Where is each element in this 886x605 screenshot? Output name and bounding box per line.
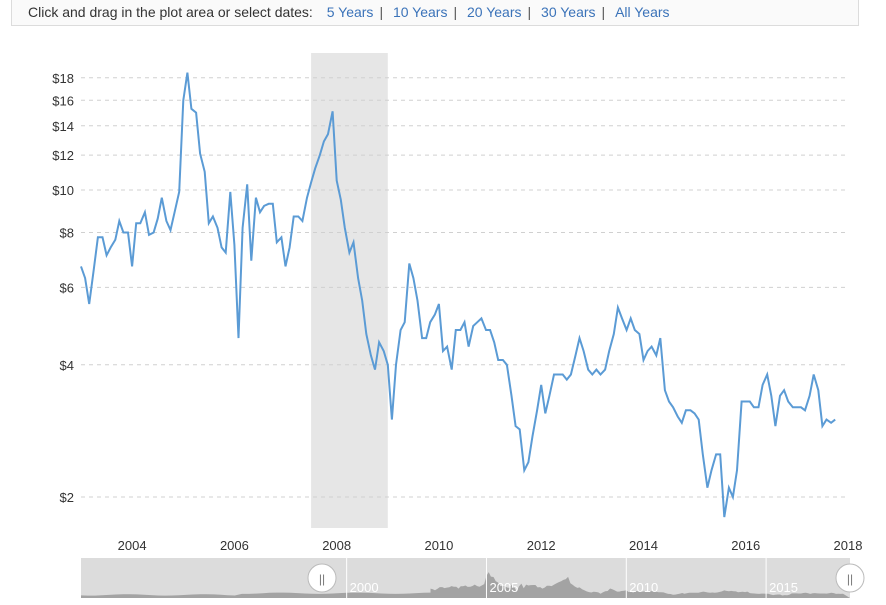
x-tick-label: 2012: [527, 538, 556, 553]
navigator-year-labels: 2000 2005 2010 2015: [346, 558, 798, 598]
x-tick-label: 2008: [322, 538, 351, 553]
navigator-handle-left-glyph: ||: [319, 572, 325, 586]
navigator-year-label: 2015: [769, 580, 798, 595]
navigator[interactable]: 2000 2005 2010 2015 || ||: [81, 558, 865, 598]
range-prompt: Click and drag in the plot area or selec…: [28, 4, 313, 20]
y-tick-label: $10: [52, 183, 74, 198]
range-all-years-link[interactable]: All Years: [615, 4, 670, 20]
y-tick-label: $16: [52, 93, 74, 108]
navigator-handle-right-knob[interactable]: [835, 563, 865, 593]
y-tick-label: $6: [60, 280, 74, 295]
range-5-years-link[interactable]: 5 Years: [326, 4, 374, 20]
date-range-toolbar: Click and drag in the plot area or selec…: [11, 0, 859, 26]
navigator-handle-right[interactable]: ||: [835, 563, 865, 593]
navigator-handle-left[interactable]: ||: [307, 563, 337, 593]
range-10-years-link[interactable]: 10 Years: [392, 4, 448, 20]
y-tick-label: $8: [60, 226, 74, 241]
x-tick-label: 2004: [118, 538, 147, 553]
x-axis-tick-labels: 2004 2006 2008 2010 2012 2014 2016 2018: [118, 538, 863, 553]
x-tick-label: 2006: [220, 538, 249, 553]
range-separator: |: [527, 4, 532, 20]
navigator-handle-left-knob[interactable]: [307, 563, 337, 593]
x-tick-label: 2014: [629, 538, 658, 553]
series-line: [80, 72, 836, 518]
x-tick-label: 2018: [834, 538, 863, 553]
y-axis-tick-labels: $2 $4 $6 $8 $10 $12 $14 $16 $18: [52, 71, 74, 505]
range-separator: |: [379, 4, 384, 20]
range-separator: |: [453, 4, 458, 20]
navigator-handle-right-glyph: ||: [847, 572, 853, 586]
y-tick-label: $2: [60, 490, 74, 505]
x-tick-label: 2016: [731, 538, 760, 553]
range-20-years-link[interactable]: 20 Years: [467, 4, 522, 20]
navigator-year-label: 2000: [350, 580, 379, 595]
range-30-years-link[interactable]: 30 Years: [541, 4, 596, 20]
y-tick-label: $12: [52, 148, 74, 163]
navigator-year-label: 2005: [489, 580, 518, 595]
x-tick-label: 2010: [424, 538, 453, 553]
y-tick-label: $18: [52, 71, 74, 86]
navigator-area: [81, 572, 850, 598]
y-tick-label: $14: [52, 119, 74, 134]
navigator-year-label: 2010: [629, 580, 658, 595]
recession-band: [311, 53, 388, 528]
y-tick-label: $4: [60, 358, 74, 373]
grid-lines: [81, 77, 848, 498]
range-separator: |: [601, 4, 606, 20]
